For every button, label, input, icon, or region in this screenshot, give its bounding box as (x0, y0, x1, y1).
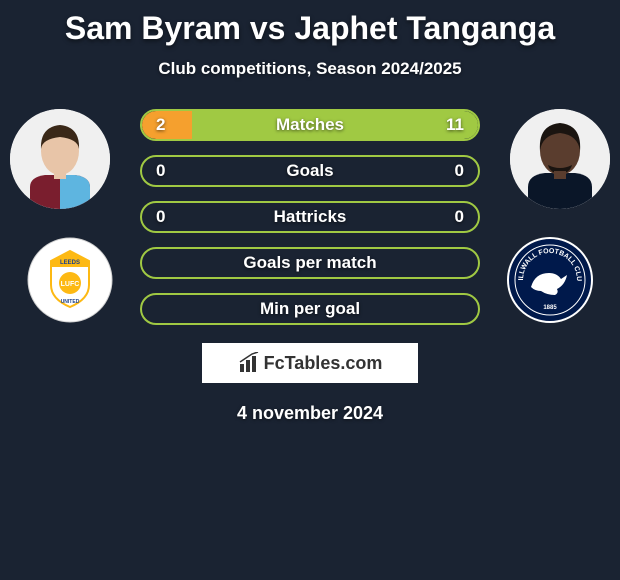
stat-bar-left (142, 111, 192, 139)
stat-value-left: 2 (156, 115, 165, 135)
stat-label: Hattricks (274, 207, 347, 227)
stat-row: 2 11 Matches (140, 109, 480, 141)
svg-text:1885: 1885 (543, 305, 557, 311)
stat-label: Matches (276, 115, 344, 135)
stat-value-left: 0 (156, 207, 165, 227)
svg-text:LUFC: LUFC (61, 281, 80, 288)
stat-row: Min per goal (140, 293, 480, 325)
player-right-avatar (510, 109, 610, 209)
page-title: Sam Byram vs Japhet Tanganga (0, 10, 620, 47)
stat-value-right: 11 (446, 115, 464, 135)
brand-text: FcTables.com (264, 353, 383, 374)
club-left-badge: LEEDS LUFC UNITED (27, 237, 113, 323)
stat-value-right: 0 (455, 161, 464, 181)
stat-row: 0 0 Goals (140, 155, 480, 187)
stat-row: 0 0 Hattricks (140, 201, 480, 233)
stat-label: Goals per match (243, 253, 376, 273)
comparison-card: Sam Byram vs Japhet Tanganga Club compet… (0, 0, 620, 434)
brand-chart-icon (238, 352, 260, 374)
stat-row: Goals per match (140, 247, 480, 279)
date-text: 4 november 2024 (0, 403, 620, 424)
stat-value-right: 0 (455, 207, 464, 227)
svg-text:UNITED: UNITED (61, 299, 80, 305)
stat-label: Goals (286, 161, 333, 181)
club-right-badge: MILLWALL FOOTBALL CLUB 1885 (507, 237, 593, 323)
stat-label: Min per goal (260, 299, 360, 319)
svg-text:LEEDS: LEEDS (60, 260, 80, 266)
main-area: LEEDS LUFC UNITED MILLWALL FOOTBALL CLUB… (0, 109, 620, 329)
subtitle: Club competitions, Season 2024/2025 (0, 59, 620, 79)
stats-list: 2 11 Matches 0 0 Goals 0 0 Hattricks Goals per ma… (140, 109, 480, 339)
brand-box: FcTables.com (202, 343, 418, 383)
stat-value-left: 0 (156, 161, 165, 181)
player-left-avatar (10, 109, 110, 209)
